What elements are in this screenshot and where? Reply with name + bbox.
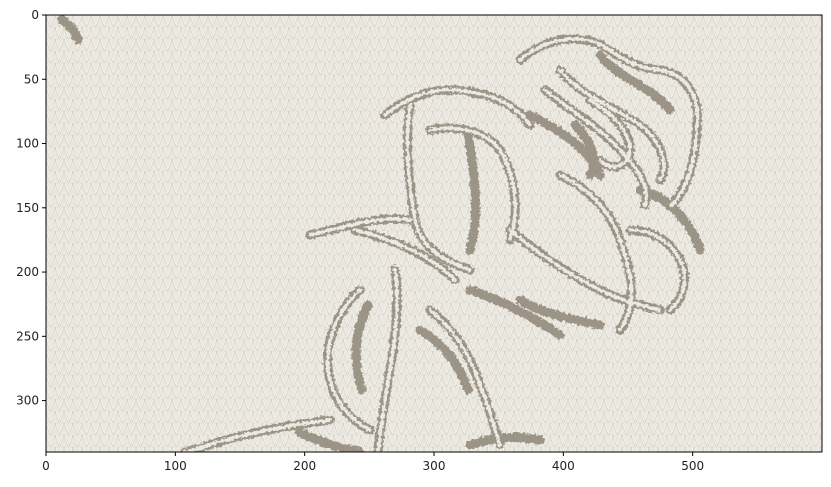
x-tick-label: 300 [423, 459, 446, 473]
y-tick-label: 250 [16, 329, 39, 343]
y-tick-label: 50 [24, 72, 39, 86]
x-tick-label: 100 [164, 459, 187, 473]
x-tick-label: 200 [293, 459, 316, 473]
knit-background [46, 15, 822, 452]
x-axis-ticks: 0 100 200 300 400 500 [42, 452, 704, 473]
rose-drawing [57, 15, 705, 452]
image-area [46, 15, 822, 452]
y-axis-ticks: 0 50 100 150 200 250 300 [16, 8, 46, 408]
y-tick-label: 150 [16, 201, 39, 215]
y-tick-label: 0 [31, 8, 39, 22]
x-tick-label: 500 [681, 459, 704, 473]
rose-stitch-highlight [183, 37, 700, 452]
x-tick-label: 0 [42, 459, 50, 473]
y-tick-label: 200 [16, 265, 39, 279]
y-tick-label: 300 [16, 394, 39, 408]
x-tick-label: 400 [552, 459, 575, 473]
y-tick-label: 100 [16, 137, 39, 151]
